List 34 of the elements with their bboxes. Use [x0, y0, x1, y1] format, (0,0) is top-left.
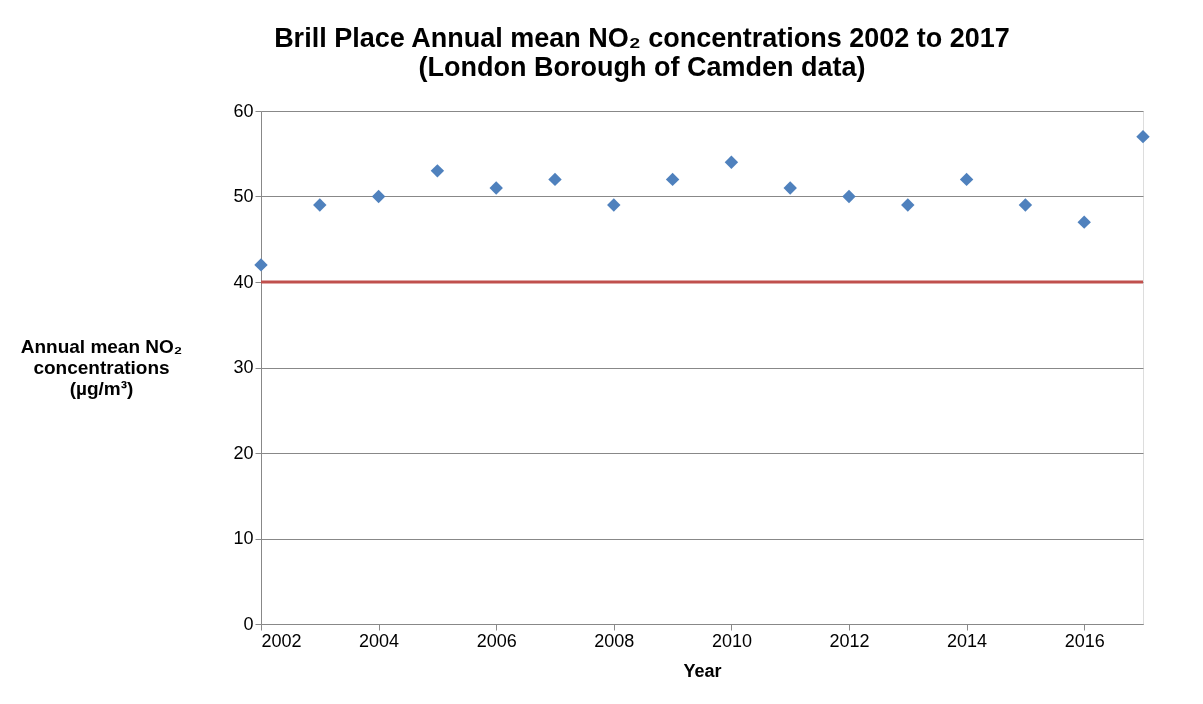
point [783, 181, 797, 195]
y-tick-label: 20 [233, 442, 254, 463]
point [548, 172, 562, 187]
y-tick-label: 40 [233, 271, 254, 292]
y-tick-label: 10 [233, 528, 254, 548]
point [842, 189, 856, 204]
y-tick-label: 60 [233, 100, 254, 121]
point [665, 172, 680, 187]
y-tick-label: 50 [233, 186, 254, 206]
x-tick-label: 2012 [829, 630, 870, 651]
chart-title: Brill Place Annual mean NO₂ concentrations 2002 to 2017 (London Borough of Camden data) [274, 23, 1010, 82]
point [724, 155, 739, 170]
x-tick-label: 2014 [947, 630, 988, 651]
x-tick-label: 2002 [261, 630, 302, 651]
y-tick-label: 30 [233, 357, 254, 377]
point [959, 172, 974, 187]
point [1136, 129, 1150, 144]
x-tick-label: 2008 [594, 630, 635, 651]
point [430, 164, 445, 178]
point [607, 198, 621, 212]
x-tick-label: 2010 [711, 630, 752, 651]
point [1018, 198, 1033, 212]
point [313, 198, 327, 212]
point [371, 189, 386, 204]
point [1077, 215, 1091, 229]
x-tick-label: 2004 [359, 630, 400, 651]
x-tick-label: 2006 [476, 630, 517, 651]
point [489, 181, 503, 195]
point [901, 198, 915, 212]
x-tick-label: 2016 [1064, 630, 1105, 651]
point [254, 258, 268, 272]
y-axis-title: Annual mean NO₂ concentrations (µg/m³) [20, 335, 183, 399]
y-tick-label: 0 [243, 613, 254, 634]
x-axis-title: Year [683, 660, 722, 681]
